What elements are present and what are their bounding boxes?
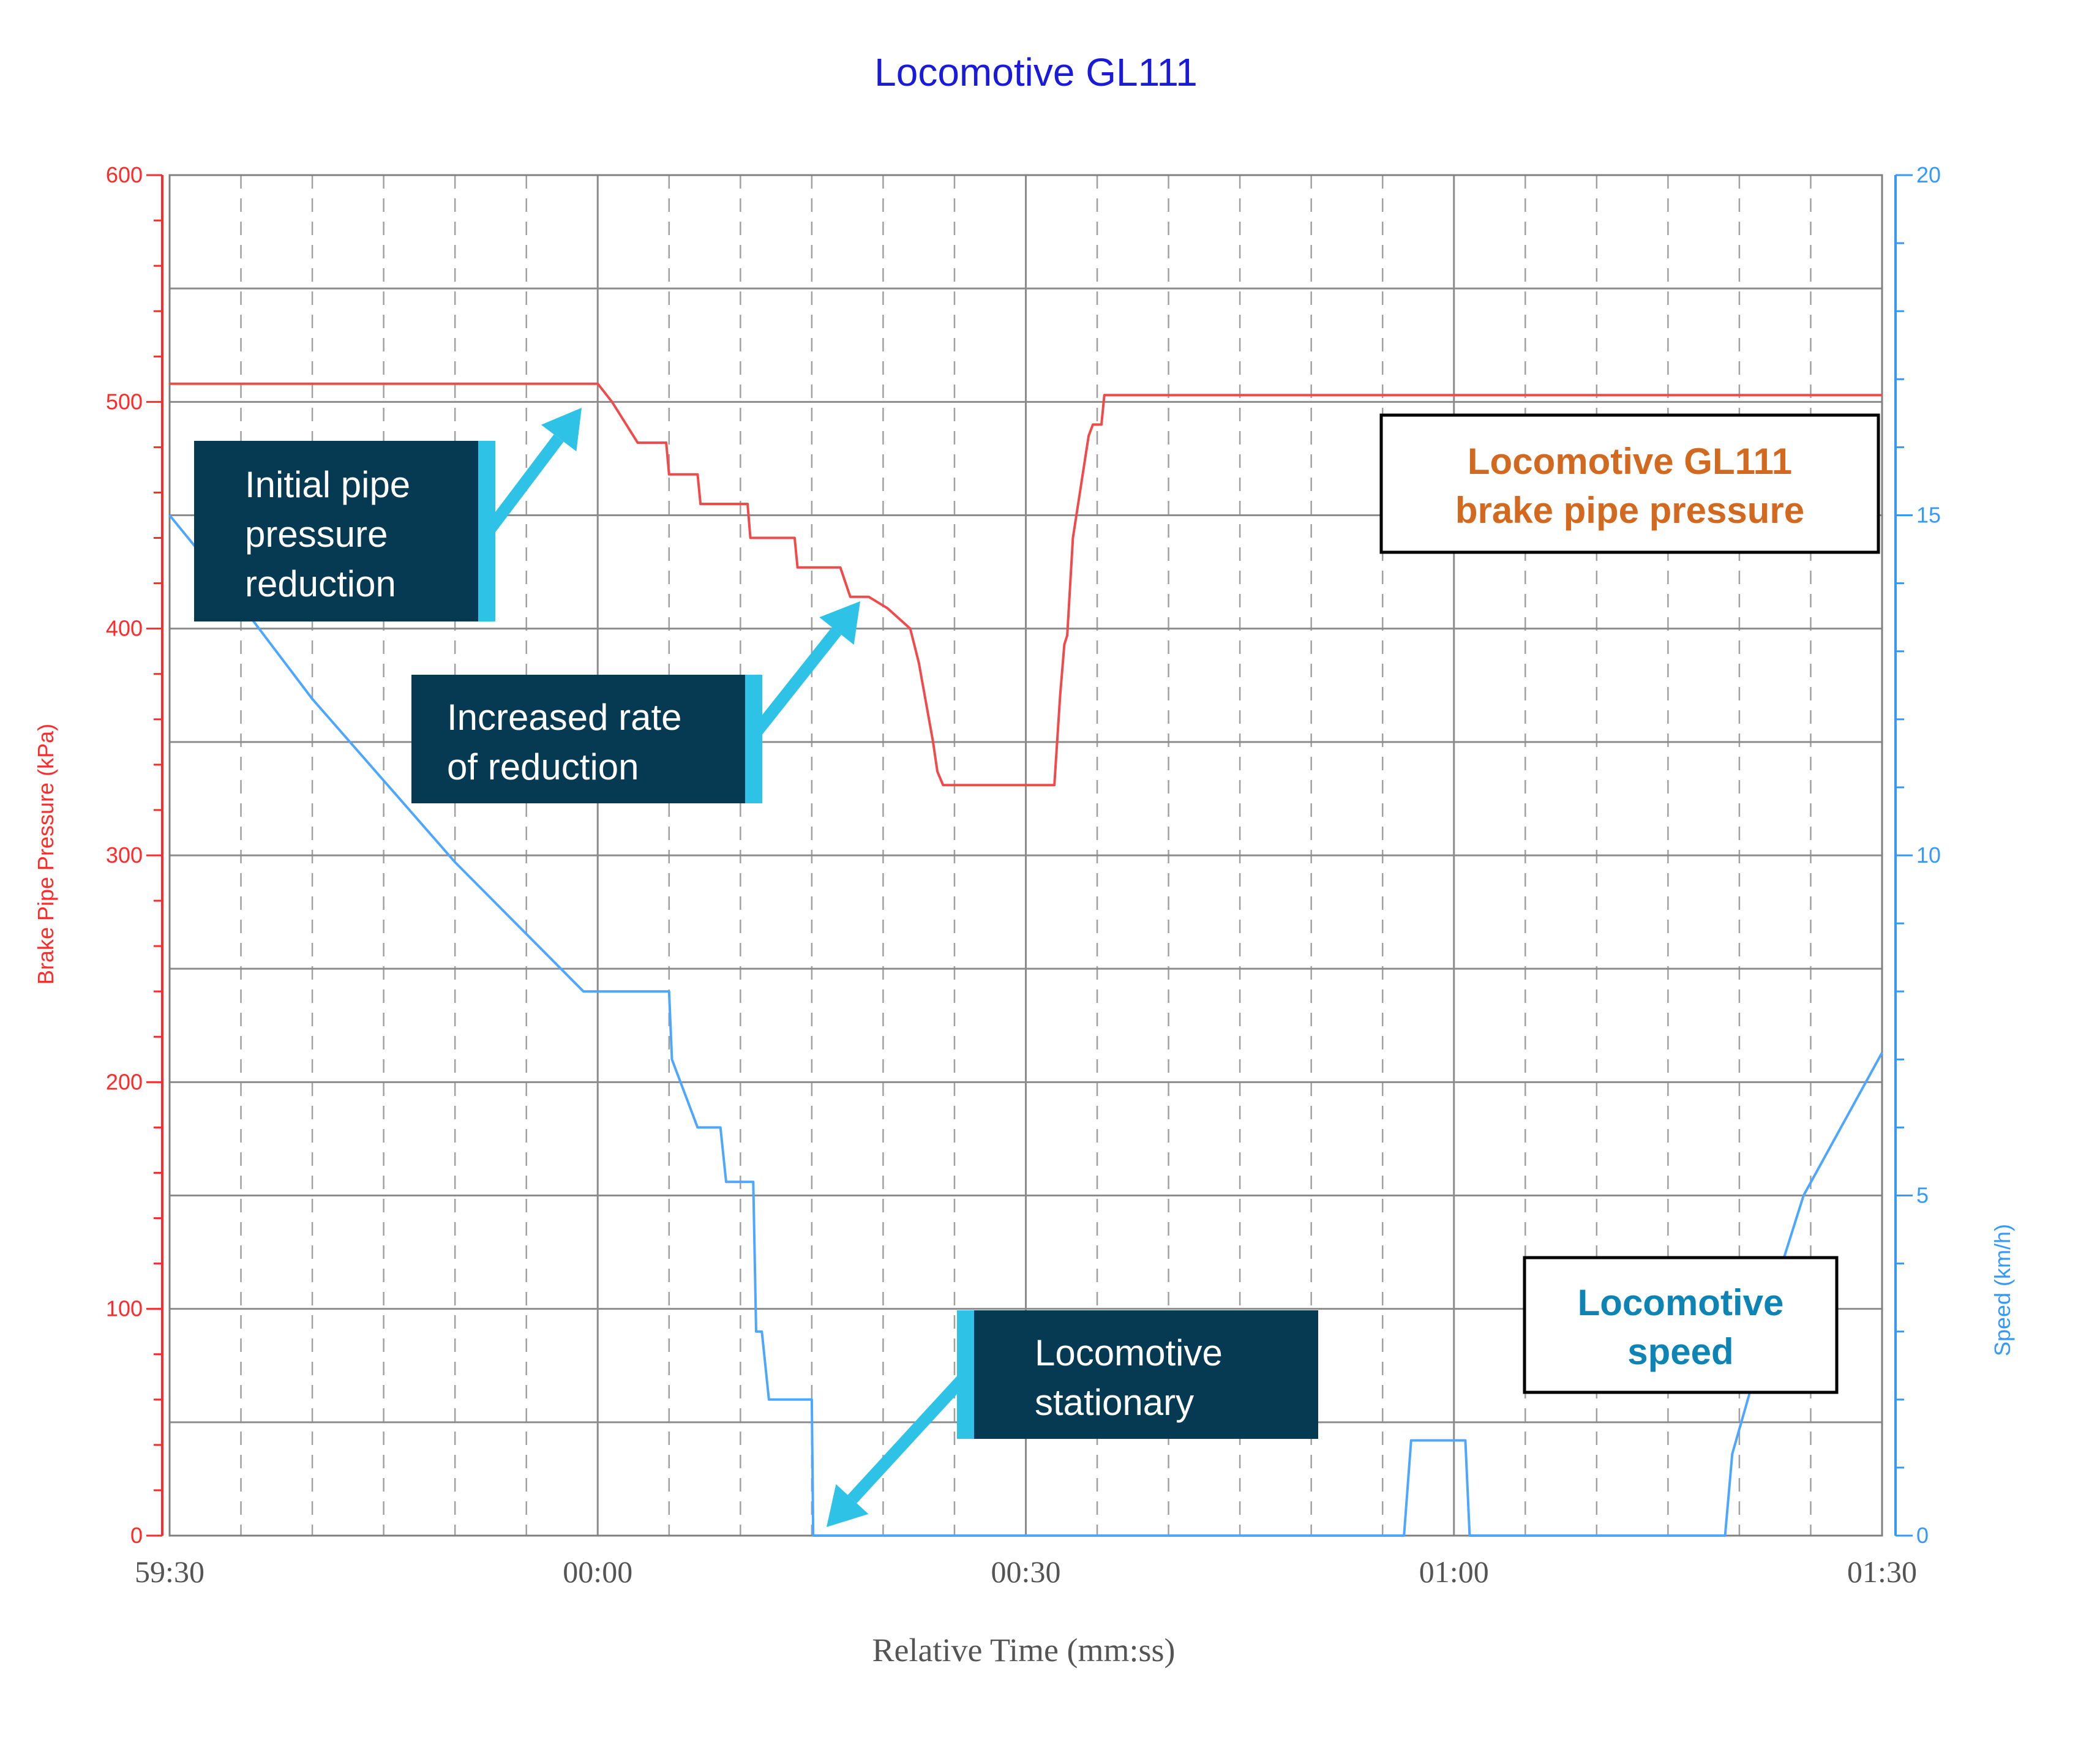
annotations: Initial pipe pressure reduction Increased r… — [194, 408, 1318, 1527]
series-lines — [168, 382, 1883, 1537]
x-tick-label: 01:00 — [1419, 1555, 1489, 1589]
callout-text-increased-rate: of reduction — [447, 746, 639, 787]
callout-box-initial-reduction — [194, 441, 482, 621]
callout-text-initial-reduction: reduction — [245, 563, 396, 604]
legend-text-speed: speed — [1627, 1331, 1733, 1372]
y-right-tick-label: 5 — [1916, 1183, 1929, 1208]
y-right-tick-label: 20 — [1916, 162, 1941, 187]
y-left-tick-label: 500 — [106, 389, 143, 414]
callout-arrow-stationary — [847, 1372, 970, 1504]
y-left-tick-label: 400 — [106, 616, 143, 641]
legend-box-pressure — [1379, 413, 1880, 554]
callout-accent-initial-reduction — [478, 441, 495, 621]
callout-box-increased-rate — [411, 675, 745, 803]
y-right-axis-label: Speed (km/h) — [1990, 1224, 2015, 1356]
callout-text-stationary: stationary — [1035, 1382, 1194, 1423]
y-right-tick-label: 15 — [1916, 503, 1941, 528]
y-right-tick-label: 10 — [1916, 843, 1941, 868]
callout-arrowhead-initial-reduction — [541, 408, 582, 452]
callout-arrowhead-stationary — [827, 1484, 869, 1527]
callout-text-initial-reduction: Initial pipe — [245, 464, 410, 505]
callout-text-increased-rate: Increased rate — [447, 697, 682, 738]
axes: 0 100 200 300 400 500 600 0 5 10 15 20 59:30 00:00 00:… — [106, 162, 1941, 1589]
callout-text-initial-reduction: pressure — [245, 514, 388, 555]
callout-box-stationary — [957, 1310, 1318, 1439]
legend-box-speed — [1523, 1256, 1839, 1394]
x-tick-label: 00:00 — [563, 1555, 632, 1589]
x-axis-label: Relative Time (mm:ss) — [872, 1632, 1175, 1668]
chart-title: Locomotive GL111 — [874, 50, 1198, 94]
callout-arrow-initial-reduction — [482, 434, 564, 537]
y-left-tick-label: 200 — [106, 1069, 143, 1094]
callout-accent-increased-rate — [745, 675, 762, 803]
legend-text-pressure: brake pipe pressure — [1455, 490, 1804, 531]
y-left-axis-label: Brake Pipe Pressure (kPa) — [33, 724, 58, 985]
callout-arrow-increased-rate — [749, 627, 842, 739]
locomotive-speed-line — [168, 514, 1883, 1537]
y-left-tick-label: 0 — [130, 1523, 143, 1548]
x-tick-label: 01:30 — [1847, 1555, 1917, 1589]
callout-accent-stationary — [957, 1310, 974, 1439]
x-tick-label: 59:30 — [135, 1555, 204, 1589]
callout-text-stationary: Locomotive — [1035, 1332, 1223, 1373]
legend-boxes: Locomotive GL111 brake pipe pressure Locom… — [1379, 413, 1880, 1394]
y-left-tick-label: 100 — [106, 1296, 143, 1321]
legend-text-pressure: Locomotive GL111 — [1468, 441, 1792, 482]
brake-pipe-pressure-line — [170, 382, 1882, 787]
callout-arrowhead-increased-rate — [819, 601, 860, 645]
y-right-tick-label: 0 — [1916, 1523, 1929, 1548]
x-tick-label: 00:30 — [991, 1555, 1061, 1589]
legend-text-speed: Locomotive — [1578, 1282, 1784, 1323]
y-left-tick-label: 600 — [106, 162, 143, 187]
y-left-tick-label: 300 — [106, 843, 143, 868]
